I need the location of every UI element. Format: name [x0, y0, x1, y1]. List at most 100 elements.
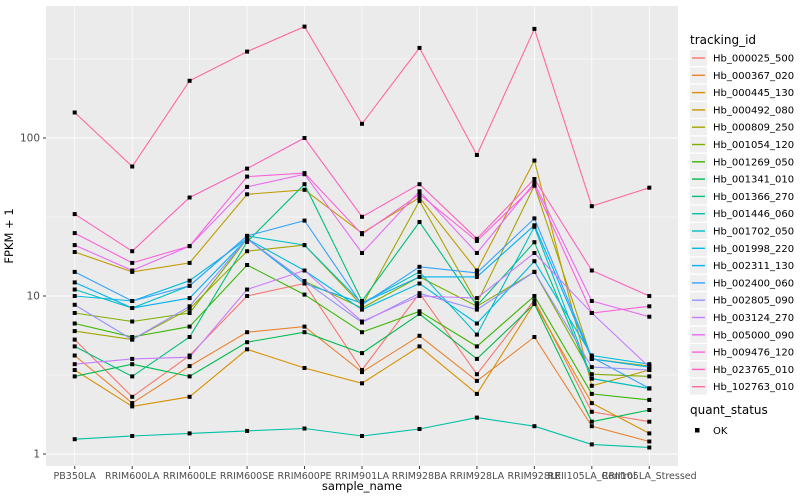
legend-item: Hb_009476_120: [690, 344, 794, 361]
legend-item: Hb_001269_050: [690, 153, 794, 170]
legend-label: Hb_005000_090: [713, 330, 794, 341]
data-point: [589, 268, 594, 273]
data-point: [647, 294, 652, 298]
data-point: [417, 192, 422, 197]
x-tick-label: PB350LA: [54, 471, 97, 482]
data-point: [245, 174, 250, 179]
data-point: [417, 45, 422, 50]
data-point: [647, 185, 652, 190]
data-point: [532, 259, 537, 264]
legend-title-quant-status: quant_status: [690, 403, 768, 417]
data-point: [474, 356, 479, 361]
data-point: [532, 269, 537, 274]
data-point: [532, 26, 537, 31]
data-point: [245, 233, 250, 238]
data-point: [187, 306, 192, 311]
data-point: [360, 319, 364, 324]
data-point: [130, 306, 135, 310]
data-point: [245, 428, 250, 433]
data-point: [302, 281, 307, 286]
x-tick-label: RRIM928BA: [392, 471, 448, 482]
data-point: [187, 195, 192, 200]
legend-label: Hb_102763_010: [713, 382, 794, 393]
data-point: [532, 294, 537, 298]
data-point: [245, 330, 250, 335]
data-point: [72, 311, 77, 315]
data-point: [72, 269, 77, 274]
data-point: [72, 280, 77, 285]
data-point: [72, 287, 77, 292]
data-point: [302, 324, 307, 329]
data-point: [72, 231, 77, 236]
data-point: [647, 439, 652, 444]
legend-item: Hb_001998_220: [690, 240, 794, 257]
data-point: [360, 214, 364, 219]
legend-item: Hb_005000_090: [690, 326, 794, 343]
data-point: [130, 268, 135, 273]
legend-label: Hb_009476_120: [713, 348, 794, 359]
data-point: [302, 136, 307, 140]
data-point: [72, 337, 77, 342]
legend-item: Hb_001341_010: [690, 171, 794, 188]
data-point: [647, 365, 652, 370]
data-point: [474, 301, 479, 306]
data-point: [72, 243, 77, 248]
data-point: [474, 303, 479, 308]
x-tick-label: RRIM600LE: [163, 471, 217, 482]
data-point: [474, 153, 479, 157]
data-point: [187, 244, 192, 249]
data-point: [417, 344, 422, 349]
data-point: [417, 294, 422, 298]
legend-item: Hb_002400_060: [690, 274, 794, 291]
data-point: [532, 177, 537, 181]
legend-label: Hb_002311_130: [713, 261, 794, 272]
legend-item: Hb_000492_080: [690, 101, 794, 118]
data-point: [72, 362, 77, 367]
legend-item: Hb_002805_090: [690, 292, 794, 309]
data-point: [187, 394, 192, 399]
x-tick-label: RRII105LA_Stressed: [602, 471, 697, 482]
legend-label: Hb_000025_500: [713, 54, 794, 65]
data-point: [130, 299, 135, 303]
data-point: [647, 419, 652, 424]
data-point: [245, 184, 250, 189]
data-point: [360, 434, 364, 438]
data-point: [360, 368, 364, 372]
data-point: [130, 404, 135, 409]
data-point: [417, 427, 422, 431]
data-point: [474, 344, 479, 349]
data-point: [187, 304, 192, 309]
data-point: [187, 278, 192, 283]
legend-item: Hb_001366_270: [690, 188, 794, 205]
data-point: [474, 321, 479, 326]
data-point: [360, 251, 364, 255]
data-point: [360, 302, 364, 307]
legend-item: Hb_000367_020: [690, 67, 794, 84]
data-point: [302, 279, 307, 284]
data-point: [360, 330, 364, 335]
data-point: [130, 394, 135, 399]
data-point: [647, 368, 652, 372]
data-point: [417, 182, 422, 187]
data-point: [474, 236, 479, 241]
data-point: [187, 355, 192, 360]
data-point: [417, 220, 422, 224]
data-point: [474, 251, 479, 255]
legend-item: Hb_001446_060: [690, 205, 794, 222]
data-point: [245, 347, 250, 352]
data-point: [302, 268, 307, 273]
quant-ok-square-icon: [695, 428, 700, 433]
data-point: [130, 249, 135, 254]
data-point: [647, 408, 652, 412]
legend-item: Hb_000445_130: [690, 84, 794, 101]
data-point: [532, 216, 537, 221]
data-point: [474, 391, 479, 396]
data-point: [589, 442, 594, 447]
data-point: [417, 189, 422, 194]
data-point: [589, 355, 594, 360]
data-point: [302, 243, 307, 248]
data-point: [474, 415, 479, 420]
legend-label: Hb_001269_050: [713, 157, 794, 168]
data-point: [130, 356, 135, 361]
legend-label: Hb_000492_080: [713, 105, 794, 116]
